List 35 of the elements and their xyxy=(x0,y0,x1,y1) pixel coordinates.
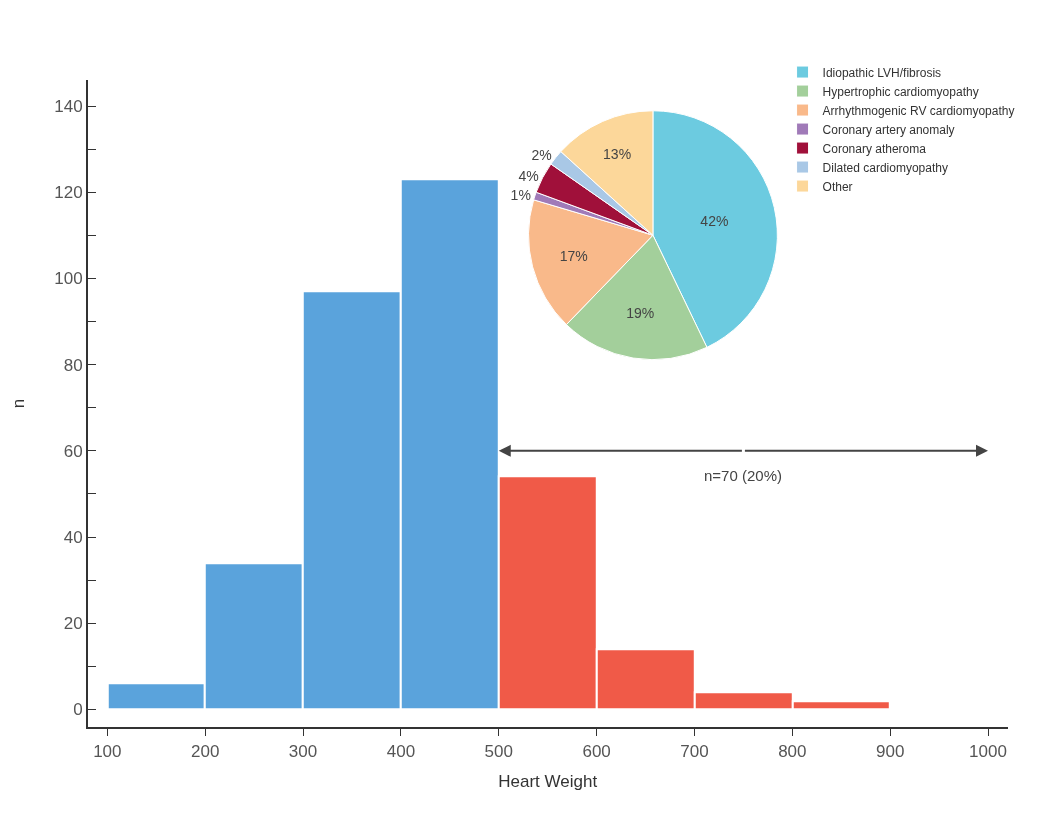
legend-label: Hypertrophic cardiomyopathy xyxy=(822,84,979,99)
y-tick-label: 0 xyxy=(73,700,83,720)
data-label: 19% xyxy=(626,305,655,322)
x-tick-label: 500 xyxy=(484,741,513,761)
y-tick-label: 80 xyxy=(63,355,83,375)
legend-label: Coronary artery anomaly xyxy=(822,122,955,137)
data-label: 13% xyxy=(603,146,632,163)
legend-label: Idiopathic LVH/fibrosis xyxy=(822,65,942,80)
legend-label: Other xyxy=(822,179,853,194)
legend-label: Arrhythmogenic RV cardiomyopathy xyxy=(822,103,1015,118)
x-tick-label: 400 xyxy=(386,741,416,761)
data-label: 1% xyxy=(510,187,531,204)
y-tick-label: 60 xyxy=(63,441,83,461)
data-label: 17% xyxy=(559,248,588,265)
y-tick-label: 100 xyxy=(54,269,83,289)
data-label: 42% xyxy=(700,213,729,230)
y-tick-label: 120 xyxy=(54,183,83,203)
x-tick-label: 600 xyxy=(582,741,611,761)
x-tick-label: 700 xyxy=(680,741,709,761)
data-label: 2% xyxy=(531,146,552,163)
data-label: 4% xyxy=(518,167,539,184)
annotation: n=70 (20%) xyxy=(704,467,782,484)
y-tick-label: 20 xyxy=(63,614,83,634)
x-tick-label: 300 xyxy=(288,741,318,761)
legend-label: Coronary atheroma xyxy=(822,141,927,156)
x-tick-label: 900 xyxy=(875,741,905,761)
x-tick-label: 100 xyxy=(93,741,122,761)
x-tick-label: 1000 xyxy=(969,741,1007,761)
x-tick-label: 800 xyxy=(778,741,807,761)
y-axis-title: n xyxy=(9,398,29,409)
x-tick-label: 200 xyxy=(191,741,220,761)
y-tick-label: 140 xyxy=(54,97,83,117)
x-axis-title: Heart Weight xyxy=(498,771,598,791)
legend-label: Dilated cardiomyopathy xyxy=(822,160,948,175)
y-tick-label: 40 xyxy=(63,527,83,547)
